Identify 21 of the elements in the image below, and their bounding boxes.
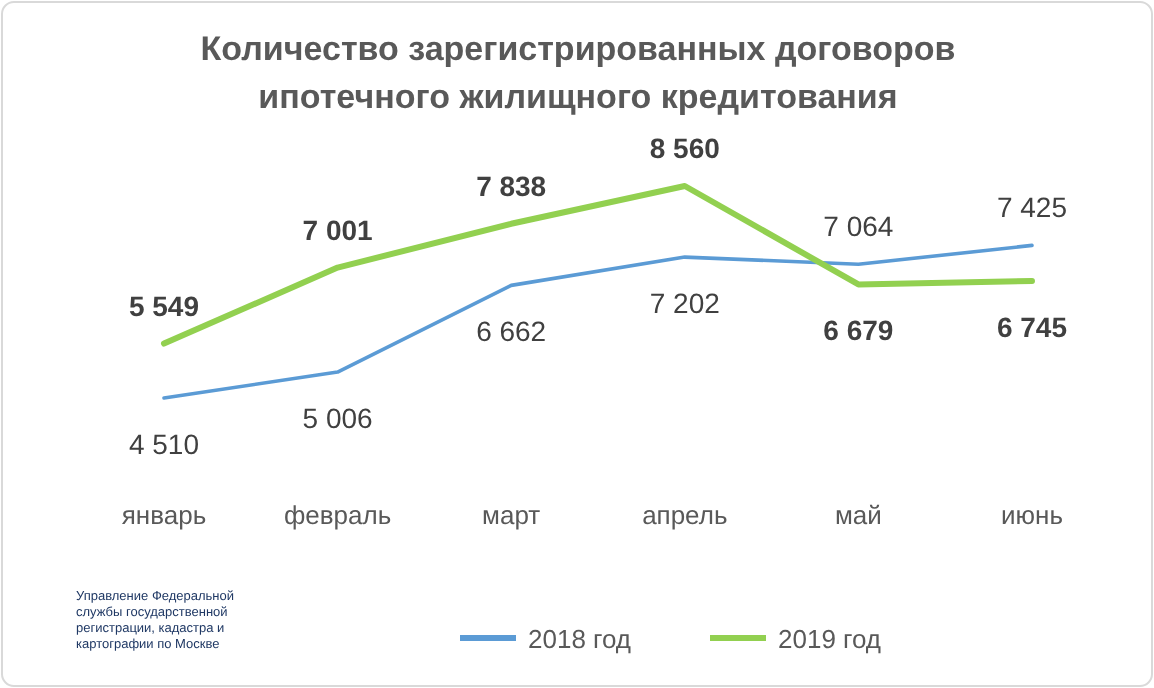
- data-label: 6 745: [996, 311, 1068, 344]
- x-tick-label: апрель: [642, 500, 728, 530]
- data-label: 4 510: [128, 428, 200, 460]
- data-label: 7 202: [649, 287, 721, 320]
- data-label: 7 001: [302, 213, 374, 246]
- x-tick-label: январь: [121, 500, 207, 530]
- data-label: 8 560: [649, 132, 721, 164]
- data-label: 6 662: [476, 315, 547, 348]
- data-label: 6 679: [823, 314, 894, 347]
- data-label: 7 425: [996, 191, 1068, 224]
- x-tick-label: май: [834, 500, 882, 530]
- legend-label: 2018 год: [528, 624, 632, 654]
- x-tick-label: март: [482, 500, 541, 530]
- x-tick-label: июнь: [1001, 500, 1064, 530]
- data-label: 7 064: [823, 210, 894, 243]
- data-label: 5 549: [128, 289, 200, 322]
- data-label: 7 838: [476, 169, 547, 202]
- data-label: 5 006: [302, 402, 374, 435]
- x-tick-label: февраль: [283, 500, 392, 530]
- legend-label: 2019 год: [778, 624, 882, 654]
- chart-title: Количество зарегистрированных договоров ипотечного жилищного кредитования: [200, 30, 956, 116]
